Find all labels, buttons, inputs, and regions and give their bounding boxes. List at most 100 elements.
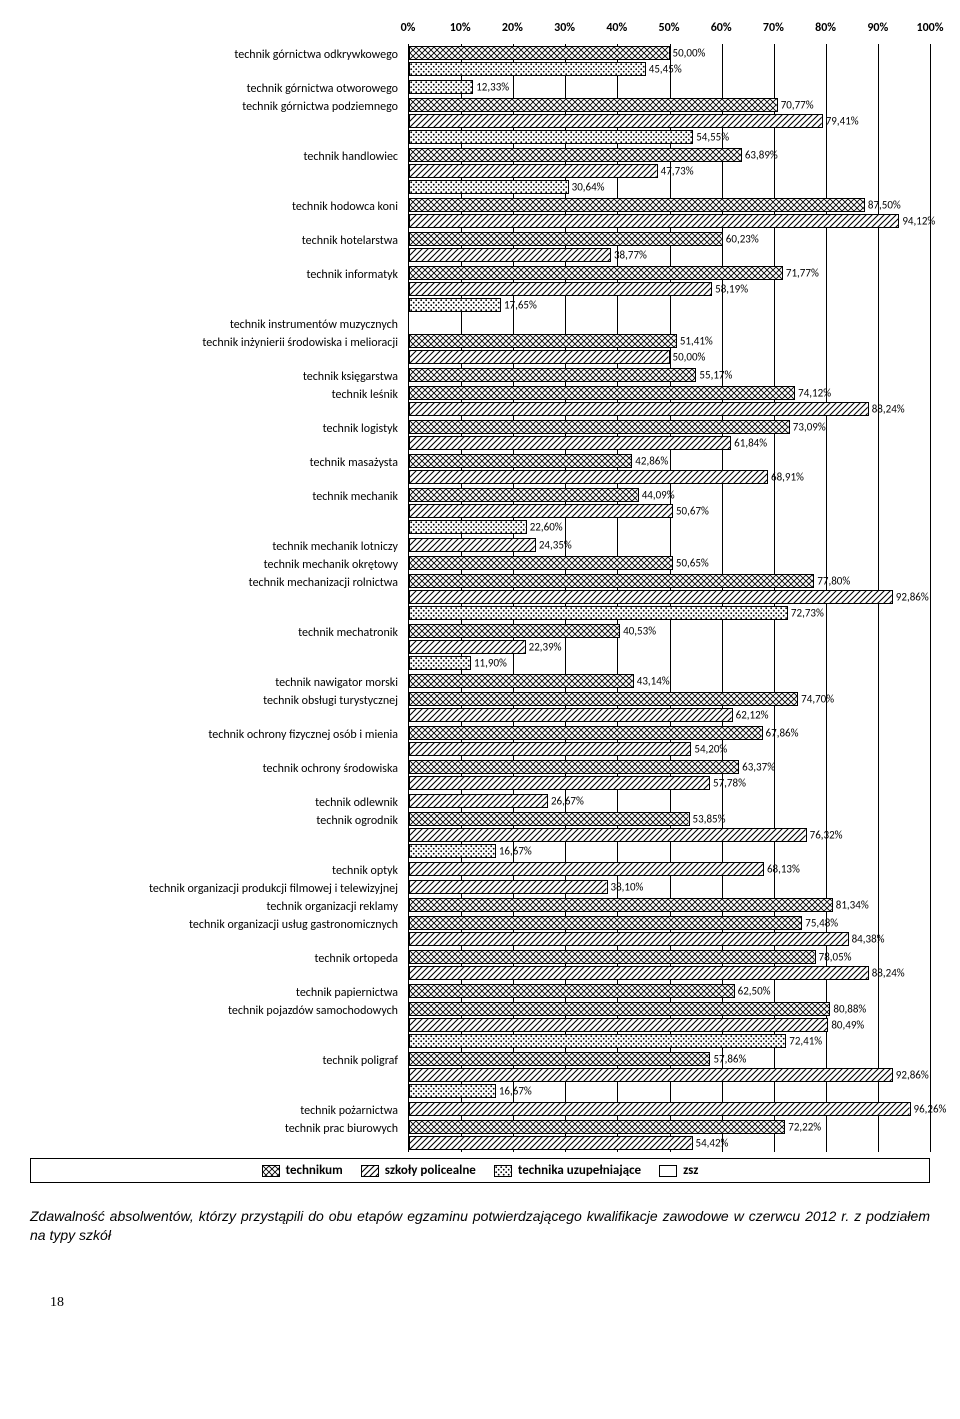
bar-value-label: 26,67% xyxy=(547,795,584,808)
bar-szkoly_polic: 47,73% xyxy=(409,164,658,178)
bar-value-label: 53,85% xyxy=(689,813,726,826)
chart-caption: Zdawalność absolwentów, którzy przystąpi… xyxy=(30,1207,930,1245)
chart-row: technik organizacji produkcji filmowej i… xyxy=(30,878,930,896)
bar-technika_uzup: 72,73% xyxy=(409,606,788,620)
bar-value-label: 24,35% xyxy=(535,539,572,552)
bars-cell: 72,22%54,42% xyxy=(408,1118,930,1152)
bar-value-label: 30,64% xyxy=(568,181,605,194)
category-label: technik handlowiec xyxy=(30,146,408,164)
bar-value-label: 63,89% xyxy=(741,149,778,162)
bar-szkoly_polic: 88,24% xyxy=(409,966,869,980)
bar-value-label: 42,86% xyxy=(631,455,668,468)
bar-value-label: 12,33% xyxy=(472,81,509,94)
bar-value-label: 87,50% xyxy=(864,199,901,212)
category-label: technik informatyk xyxy=(30,264,408,282)
bar-value-label: 74,12% xyxy=(794,387,831,400)
chart-row: technik logistyk73,09%61,84% xyxy=(30,418,930,452)
bar-szkoly_polic: 24,35% xyxy=(409,538,536,552)
bars-cell: 77,80%92,86%72,73% xyxy=(408,572,930,622)
category-label: technik ortopeda xyxy=(30,948,408,966)
chart-row: technik księgarstwa55,17% xyxy=(30,366,930,384)
bar-value-label: 61,84% xyxy=(730,437,767,450)
chart-row: technik mechanik okrętowy50,65% xyxy=(30,554,930,572)
bar-value-label: 77,80% xyxy=(813,575,850,588)
x-axis-tick: 100% xyxy=(917,21,944,35)
bars-cell: 50,00% 45,45% xyxy=(408,44,930,78)
legend-item-zsz: zsz xyxy=(659,1163,698,1178)
bar-value-label: 62,50% xyxy=(734,985,771,998)
bar-szkoly_polic: 80,49% xyxy=(409,1018,828,1032)
bar-szkoly_polic: 68,13% xyxy=(409,862,764,876)
bar-technikum: 77,80% xyxy=(409,574,814,588)
legend-item-technikum: technikum xyxy=(262,1163,343,1178)
bar-value-label: 94,12% xyxy=(898,215,935,228)
bar-technikum: 51,41% xyxy=(409,334,677,348)
bar-technikum: 53,85% xyxy=(409,812,690,826)
bar-szkoly_polic: 38,10% xyxy=(409,880,608,894)
bar-value-label: 54,20% xyxy=(690,743,727,756)
bar-value-label: 76,32% xyxy=(806,829,843,842)
bar-szkoly_polic: 58,19% xyxy=(409,282,712,296)
bar-technika_uzup: 72,41% xyxy=(409,1034,786,1048)
bar-value-label: 96,26% xyxy=(910,1103,947,1116)
bar-szkoly_polic: 62,12% xyxy=(409,708,733,722)
chart-row: technik pożarnictwa96,26% xyxy=(30,1100,930,1118)
bar-value-label: 60,23% xyxy=(722,233,759,246)
bar-technikum: 63,37% xyxy=(409,760,739,774)
bar-technikum: 55,17% xyxy=(409,368,696,382)
bar-szkoly_polic: 96,26% xyxy=(409,1102,911,1116)
bar-szkoly_polic: 54,42% xyxy=(409,1136,693,1150)
bar-technikum: 74,12% xyxy=(409,386,795,400)
bars-cell: 60,23% 38,77% xyxy=(408,230,930,264)
bar-szkoly_polic: 68,91% xyxy=(409,470,768,484)
bar-technikum: 44,09% xyxy=(409,488,639,502)
category-label: technik papiernictwa xyxy=(30,982,408,1000)
bar-value-label: 75,48% xyxy=(801,917,838,930)
legend-swatch xyxy=(262,1165,280,1177)
bar-szkoly_polic: 92,86% xyxy=(409,1068,893,1082)
chart-row: technik masażysta 42,86% 68,91% xyxy=(30,452,930,486)
legend-item-szkoly_polic: szkoły policealne xyxy=(361,1163,476,1178)
bars-cell: 74,70%62,12% xyxy=(408,690,930,724)
bar-technikum: 57,86% xyxy=(409,1052,710,1066)
bar-value-label: 45,45% xyxy=(645,63,682,76)
category-label: technik górnictwa otworowego xyxy=(30,78,408,96)
bar-value-label: 68,13% xyxy=(763,863,800,876)
bar-szkoly_polic: 26,67% xyxy=(409,794,548,808)
bar-value-label: 55,17% xyxy=(695,369,732,382)
chart-row: technik hotelarstwa60,23%38,77% xyxy=(30,230,930,264)
bar-value-label: 58,19% xyxy=(711,283,748,296)
category-label: technik masażysta xyxy=(30,452,408,470)
bars-cell: 71,77%58,19%17,65% xyxy=(408,264,930,314)
category-label: technik prac biurowych xyxy=(30,1118,408,1136)
chart-row: technik hodowca koni87,50%94,12% xyxy=(30,196,930,230)
bar-value-label: 67,86% xyxy=(762,727,799,740)
bar-szkoly_polic: 79,41% xyxy=(409,114,823,128)
bar-technikum: 81,34% xyxy=(409,898,833,912)
bars-cell xyxy=(408,314,930,332)
bars-cell: 38,10% xyxy=(408,878,930,896)
category-label: technik księgarstwa xyxy=(30,366,408,384)
x-axis-tick: 40% xyxy=(606,21,627,35)
bar-technikum: 71,77% xyxy=(409,266,783,280)
legend-swatch xyxy=(494,1165,512,1177)
bar-value-label: 70,77% xyxy=(777,99,814,112)
bar-value-label: 78,05% xyxy=(815,951,852,964)
legend-item-technika_uzup: technika uzupełniające xyxy=(494,1163,641,1178)
bar-value-label: 84,38% xyxy=(848,933,885,946)
bar-technikum: 60,23% xyxy=(409,232,723,246)
bars-cell: 62,50% xyxy=(408,982,930,1000)
legend-swatch xyxy=(361,1165,379,1177)
chart-row: technik ortopeda 78,05% 88,24% xyxy=(30,948,930,982)
bar-value-label: 92,86% xyxy=(892,1069,929,1082)
category-label: technik obsługi turystycznej xyxy=(30,690,408,708)
bar-value-label: 50,00% xyxy=(669,47,706,60)
bar-value-label: 16,67% xyxy=(495,1085,532,1098)
bar-szkoly_polic: 76,32% xyxy=(409,828,807,842)
category-label: technik odlewnik xyxy=(30,792,408,810)
bar-value-label: 38,77% xyxy=(610,249,647,262)
bar-technikum: 50,00% xyxy=(409,46,670,60)
category-label: technik optyk xyxy=(30,860,408,878)
chart-row: technik mechatronik40,53%22,39%11,90% xyxy=(30,622,930,672)
bar-value-label: 80,88% xyxy=(829,1003,866,1016)
